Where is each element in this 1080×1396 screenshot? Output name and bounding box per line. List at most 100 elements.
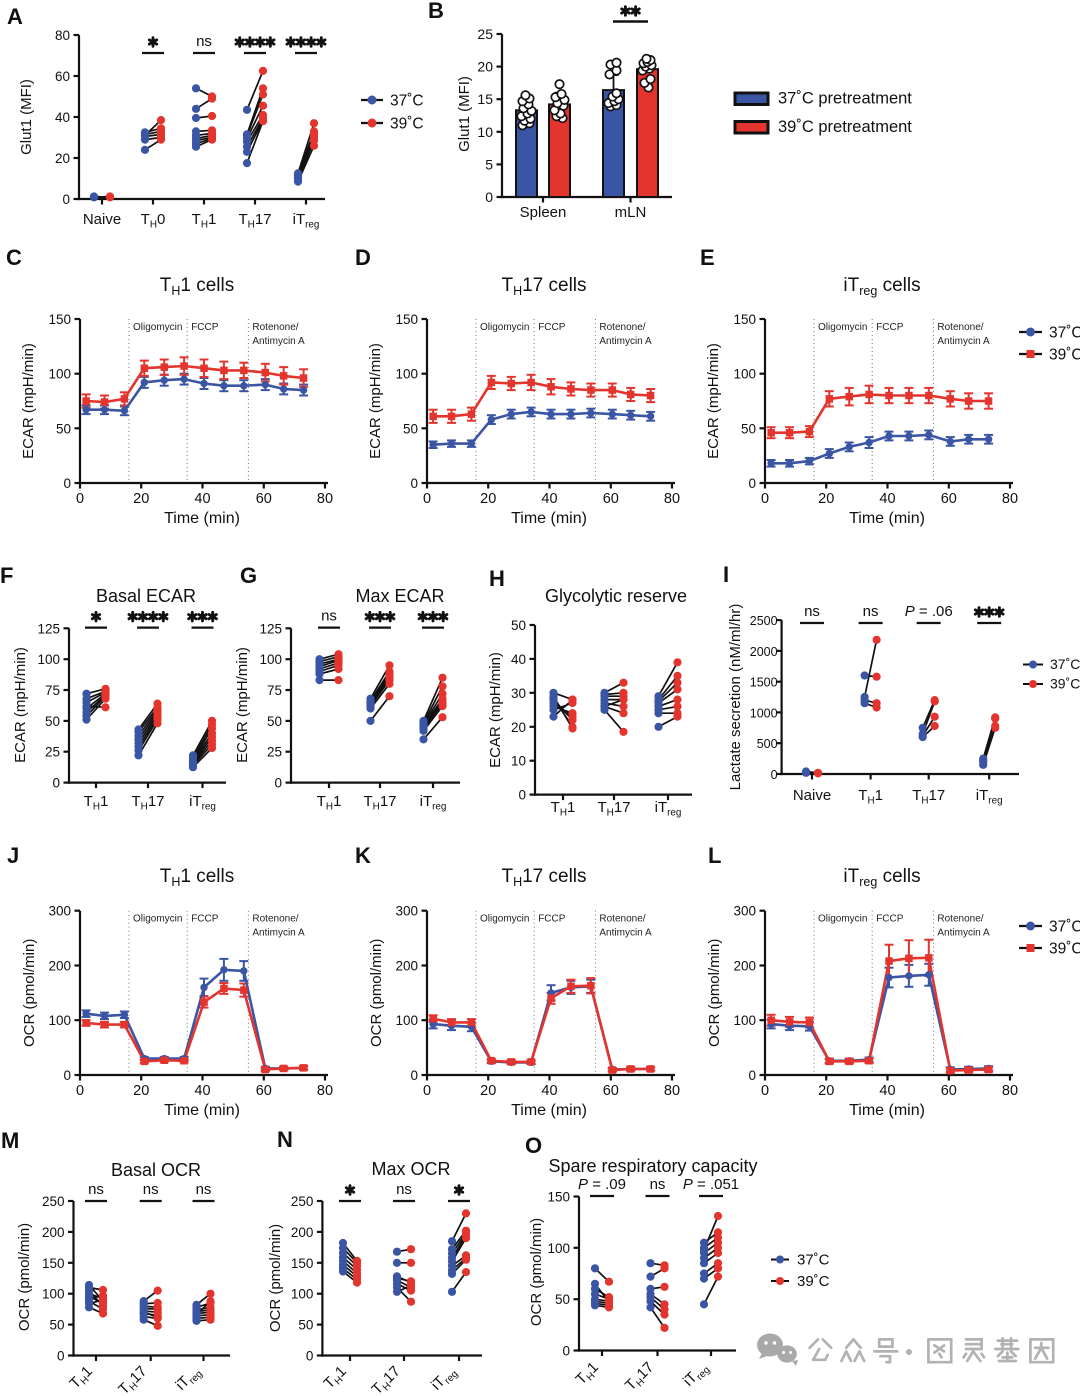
svg-text:ns: ns (196, 33, 212, 50)
svg-text:0: 0 (761, 491, 769, 507)
svg-text:150: 150 (395, 312, 418, 327)
svg-text:Lactate secretion (nM/ml/hr): Lactate secretion (nM/ml/hr) (727, 604, 744, 791)
svg-text:G: G (240, 563, 257, 588)
svg-text:100: 100 (48, 1013, 71, 1028)
svg-text:M: M (1, 1128, 19, 1153)
svg-text:300: 300 (48, 904, 71, 919)
svg-text:20: 20 (477, 59, 493, 75)
svg-text:200: 200 (48, 959, 71, 974)
svg-text:39˚C pretreatment: 39˚C pretreatment (778, 118, 912, 136)
svg-text:K: K (355, 843, 371, 868)
svg-text:iTreg cells: iTreg cells (843, 275, 920, 298)
svg-text:80: 80 (55, 28, 70, 43)
svg-text:TH1: TH1 (858, 787, 883, 806)
svg-text:50: 50 (49, 1318, 64, 1333)
svg-text:100: 100 (733, 367, 756, 382)
svg-text:150: 150 (42, 1256, 65, 1271)
svg-text:iTreg: iTreg (420, 793, 447, 812)
svg-text:iTreg cells: iTreg cells (843, 866, 920, 889)
svg-text:40: 40 (194, 1083, 210, 1099)
svg-text:37˚C: 37˚C (1049, 919, 1080, 936)
svg-text:20: 20 (133, 491, 149, 507)
svg-text:80: 80 (1002, 491, 1018, 507)
svg-text:A: A (7, 4, 23, 29)
svg-text:Antimycin A: Antimycin A (937, 336, 990, 347)
svg-text:0: 0 (63, 476, 71, 491)
svg-text:O: O (525, 1133, 542, 1158)
svg-text:iTreg: iTreg (655, 799, 682, 818)
svg-text:ECAR (mpH/min): ECAR (mpH/min) (12, 647, 29, 763)
svg-text:100: 100 (395, 367, 418, 382)
svg-text:0: 0 (423, 1083, 431, 1099)
svg-text:40: 40 (55, 110, 70, 125)
svg-text:100: 100 (48, 367, 71, 382)
svg-text:TH17: TH17 (132, 793, 165, 812)
svg-text:20: 20 (55, 151, 70, 166)
svg-text:40: 40 (879, 491, 895, 507)
svg-text:P = .06: P = .06 (905, 603, 953, 620)
svg-text:Oligomycin: Oligomycin (133, 322, 182, 333)
svg-text:80: 80 (317, 1083, 333, 1099)
svg-text:ECAR (mpH/min): ECAR (mpH/min) (487, 652, 504, 768)
svg-text:ns: ns (804, 603, 820, 620)
svg-text:200: 200 (291, 1225, 314, 1240)
svg-text:Oligomycin: Oligomycin (480, 914, 529, 925)
svg-text:80: 80 (664, 1083, 680, 1099)
svg-text:20: 20 (480, 491, 496, 507)
svg-text:Antimycin A: Antimycin A (252, 336, 305, 347)
svg-text:ECAR (mpH/min): ECAR (mpH/min) (367, 343, 384, 459)
svg-text:0: 0 (761, 1083, 769, 1099)
svg-text:100: 100 (395, 1013, 418, 1028)
svg-text:L: L (708, 843, 721, 868)
svg-text:0: 0 (771, 768, 778, 782)
svg-text:10: 10 (511, 754, 526, 769)
svg-text:50: 50 (56, 421, 71, 436)
svg-text:Antimycin A: Antimycin A (252, 928, 305, 939)
svg-text:Naive: Naive (793, 787, 831, 804)
svg-text:OCR (pmol/min): OCR (pmol/min) (528, 1218, 545, 1326)
svg-text:iTreg: iTreg (189, 793, 216, 812)
svg-text:80: 80 (1002, 1083, 1018, 1099)
svg-text:5: 5 (485, 156, 493, 172)
svg-text:Oligomycin: Oligomycin (133, 914, 182, 925)
svg-text:37˚C: 37˚C (390, 93, 424, 110)
svg-text:ECAR (mpH/min): ECAR (mpH/min) (705, 343, 722, 459)
svg-text:ECAR (mpH/min): ECAR (mpH/min) (20, 343, 37, 459)
svg-text:60: 60 (55, 69, 70, 84)
svg-text:40: 40 (541, 491, 557, 507)
svg-text:100: 100 (37, 652, 60, 667)
svg-text:TH1: TH1 (551, 799, 576, 818)
svg-text:TH1: TH1 (317, 793, 342, 812)
svg-text:iTreg: iTreg (976, 787, 1003, 806)
svg-text:60: 60 (941, 1083, 957, 1099)
svg-text:100: 100 (733, 1013, 756, 1028)
svg-text:Oligomycin: Oligomycin (818, 914, 867, 925)
svg-text:ns: ns (143, 1181, 159, 1198)
svg-text:0: 0 (423, 491, 431, 507)
svg-text:TH17: TH17 (364, 793, 397, 812)
svg-text:0: 0 (748, 476, 756, 491)
svg-text:80: 80 (664, 491, 680, 507)
svg-text:ns: ns (321, 608, 337, 625)
svg-text:125: 125 (37, 621, 60, 636)
svg-text:25: 25 (45, 745, 60, 760)
svg-text:60: 60 (256, 1083, 272, 1099)
svg-text:Naive: Naive (83, 211, 121, 228)
svg-text:TH1: TH1 (192, 211, 217, 230)
svg-text:ns: ns (196, 1181, 212, 1198)
svg-text:500: 500 (757, 737, 778, 751)
svg-text:N: N (277, 1127, 293, 1152)
svg-text:ns: ns (396, 1181, 412, 1198)
svg-text:300: 300 (395, 904, 418, 919)
svg-text:40: 40 (194, 491, 210, 507)
svg-text:TH17: TH17 (598, 799, 631, 818)
svg-text:Time (min): Time (min) (511, 1102, 587, 1119)
svg-text:OCR (pmol/min): OCR (pmol/min) (267, 1224, 284, 1332)
svg-text:0: 0 (518, 788, 526, 803)
svg-text:39˚C: 39˚C (1049, 941, 1080, 958)
svg-text:0: 0 (485, 189, 493, 205)
svg-text:150: 150 (291, 1256, 314, 1271)
svg-text:0: 0 (76, 491, 84, 507)
svg-text:150: 150 (547, 1190, 570, 1205)
svg-text:50: 50 (511, 618, 526, 633)
